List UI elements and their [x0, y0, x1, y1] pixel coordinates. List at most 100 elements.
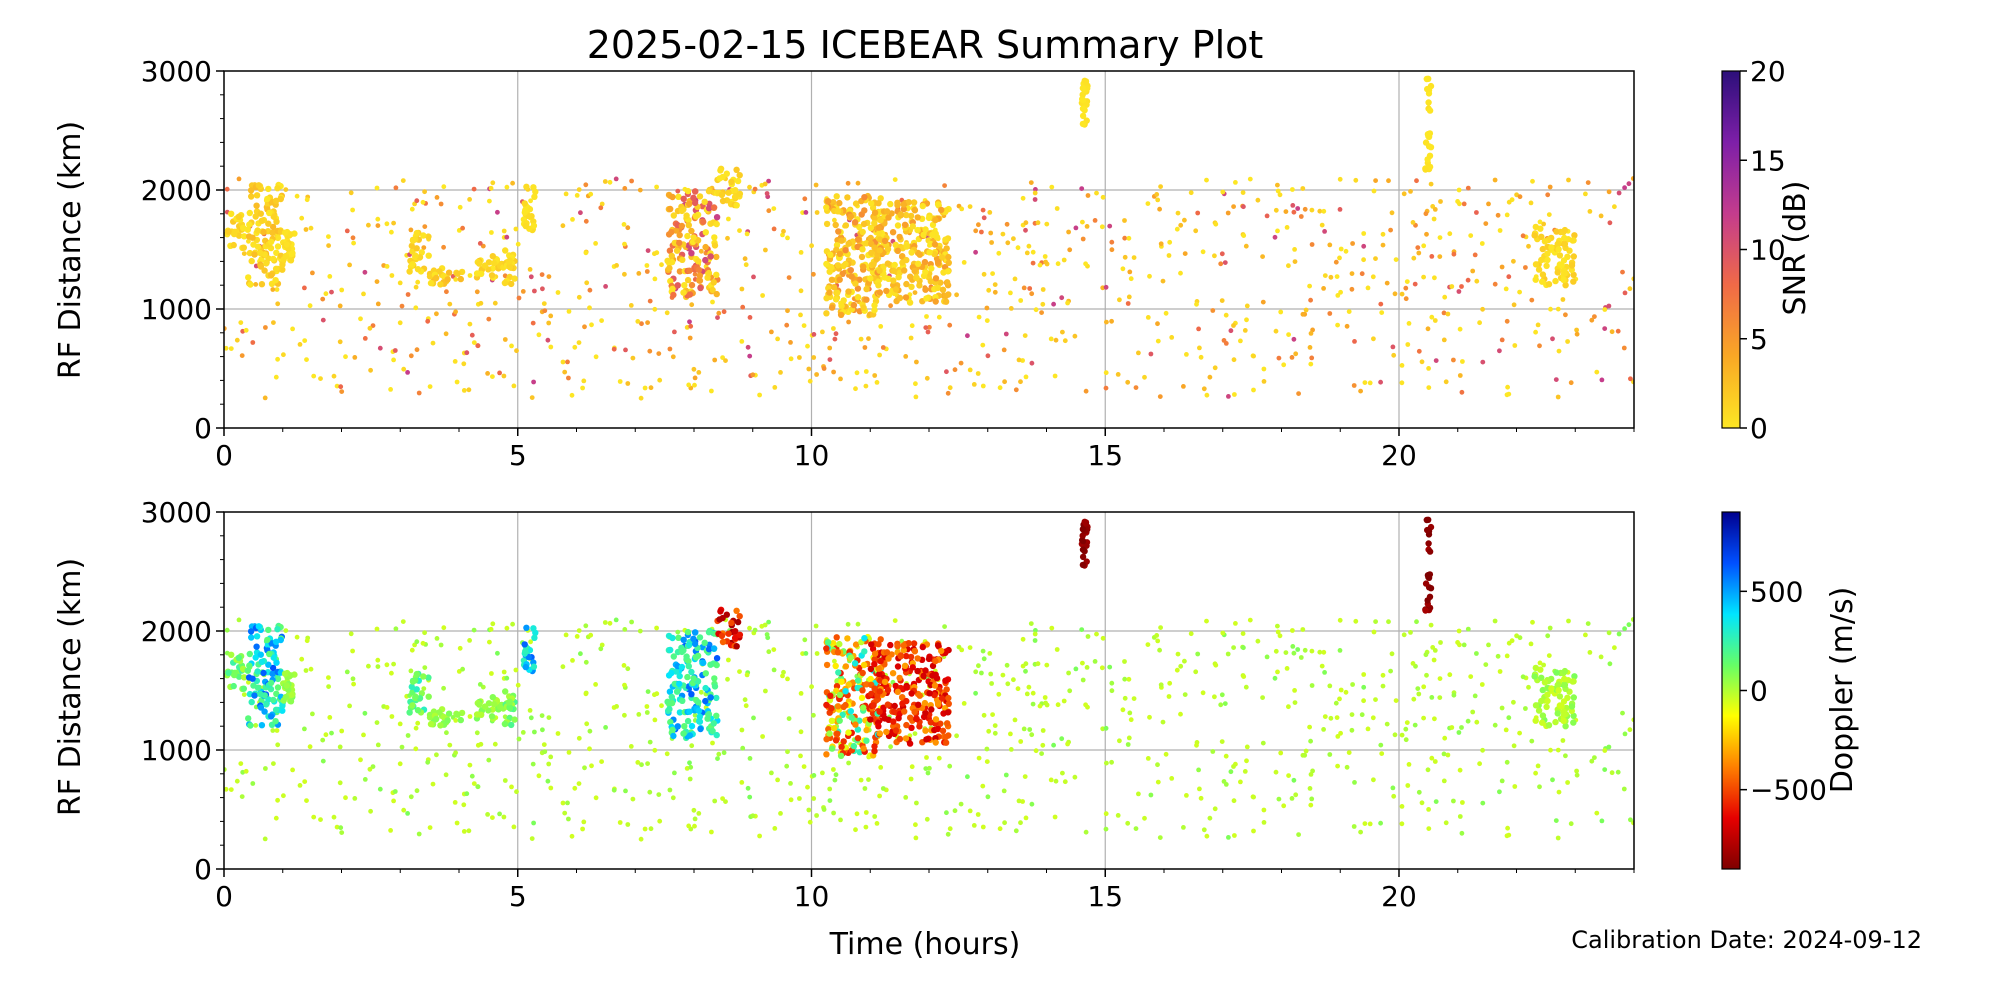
data-point	[414, 347, 420, 353]
data-point	[1242, 328, 1248, 333]
data-point	[1350, 682, 1355, 687]
data-point	[1231, 798, 1237, 804]
data-point	[831, 326, 836, 331]
data-point	[1437, 254, 1443, 259]
data-point	[1169, 335, 1175, 340]
data-point	[855, 180, 861, 186]
data-point	[914, 226, 921, 234]
data-point	[1244, 744, 1250, 750]
data-point	[1393, 257, 1399, 262]
data-point	[888, 744, 893, 750]
data-point	[264, 636, 271, 644]
data-point	[1039, 751, 1044, 756]
data-point	[228, 210, 235, 217]
data-point	[903, 256, 910, 264]
data-point	[1537, 219, 1543, 225]
data-point	[1497, 348, 1502, 354]
data-point	[723, 170, 730, 177]
data-point	[1337, 696, 1342, 702]
data-point	[397, 320, 403, 326]
data-point	[891, 708, 898, 716]
data-point	[987, 210, 993, 215]
data-point	[1264, 654, 1270, 660]
data-point	[1361, 243, 1367, 249]
data-point	[1560, 717, 1567, 724]
data-point	[687, 335, 693, 341]
data-point	[350, 207, 355, 213]
data-point	[947, 322, 953, 328]
data-point	[740, 304, 746, 310]
data-point	[548, 344, 554, 350]
data-point	[854, 677, 862, 684]
data-point	[337, 744, 343, 750]
data-point	[1157, 206, 1162, 212]
data-point	[1358, 829, 1363, 835]
data-point	[874, 821, 880, 826]
data-point	[282, 693, 289, 701]
data-point	[270, 255, 277, 263]
data-point	[339, 830, 345, 835]
data-point	[572, 344, 578, 350]
data-point	[389, 273, 395, 278]
data-point	[389, 714, 395, 719]
data-point	[1290, 644, 1296, 649]
data-point	[436, 268, 443, 275]
data-point	[318, 376, 323, 381]
data-point	[1506, 832, 1512, 838]
data-point	[1550, 336, 1555, 342]
data-point	[697, 284, 704, 292]
data-point	[867, 675, 874, 683]
data-point	[652, 251, 657, 257]
data-point	[821, 366, 827, 371]
data-point	[1094, 631, 1099, 637]
data-point	[1561, 270, 1568, 277]
data-point	[652, 717, 658, 723]
data-point	[490, 700, 498, 708]
data-point	[327, 274, 333, 279]
data-point	[265, 661, 272, 668]
data-point	[871, 306, 878, 314]
data-point	[1523, 706, 1528, 711]
data-point	[1049, 625, 1055, 631]
data-point	[489, 230, 494, 235]
data-point	[1084, 665, 1090, 670]
data-point	[1544, 697, 1551, 705]
data-point	[1426, 826, 1432, 831]
data-point	[1587, 209, 1593, 214]
data-point	[657, 818, 663, 824]
data-point	[1175, 651, 1181, 657]
data-point	[1231, 764, 1236, 769]
data-point	[1538, 233, 1545, 240]
data-point	[985, 353, 991, 359]
data-point	[329, 730, 334, 736]
data-point	[1416, 348, 1422, 354]
data-point	[691, 188, 699, 195]
data-point	[1620, 269, 1625, 275]
data-point	[1079, 546, 1087, 553]
data-point	[851, 660, 859, 667]
data-point	[846, 760, 851, 766]
data-point	[374, 279, 380, 284]
data-point	[896, 233, 903, 241]
data-point	[820, 329, 825, 335]
data-point	[347, 703, 352, 709]
data-point	[304, 197, 310, 203]
data-point	[511, 716, 518, 723]
data-point	[691, 640, 699, 648]
data-point	[1622, 185, 1627, 191]
data-point	[531, 820, 536, 826]
data-point	[981, 656, 987, 662]
data-point	[253, 643, 260, 650]
data-point	[922, 709, 929, 716]
data-point	[1200, 249, 1206, 255]
data-point	[992, 723, 998, 728]
data-point	[747, 625, 752, 631]
data-point	[728, 178, 735, 186]
data-point	[454, 270, 461, 277]
data-point	[788, 797, 794, 803]
data-point	[1543, 262, 1550, 270]
data-point	[842, 688, 849, 695]
data-point	[348, 190, 354, 196]
data-point	[1117, 297, 1122, 303]
data-point	[532, 288, 537, 294]
